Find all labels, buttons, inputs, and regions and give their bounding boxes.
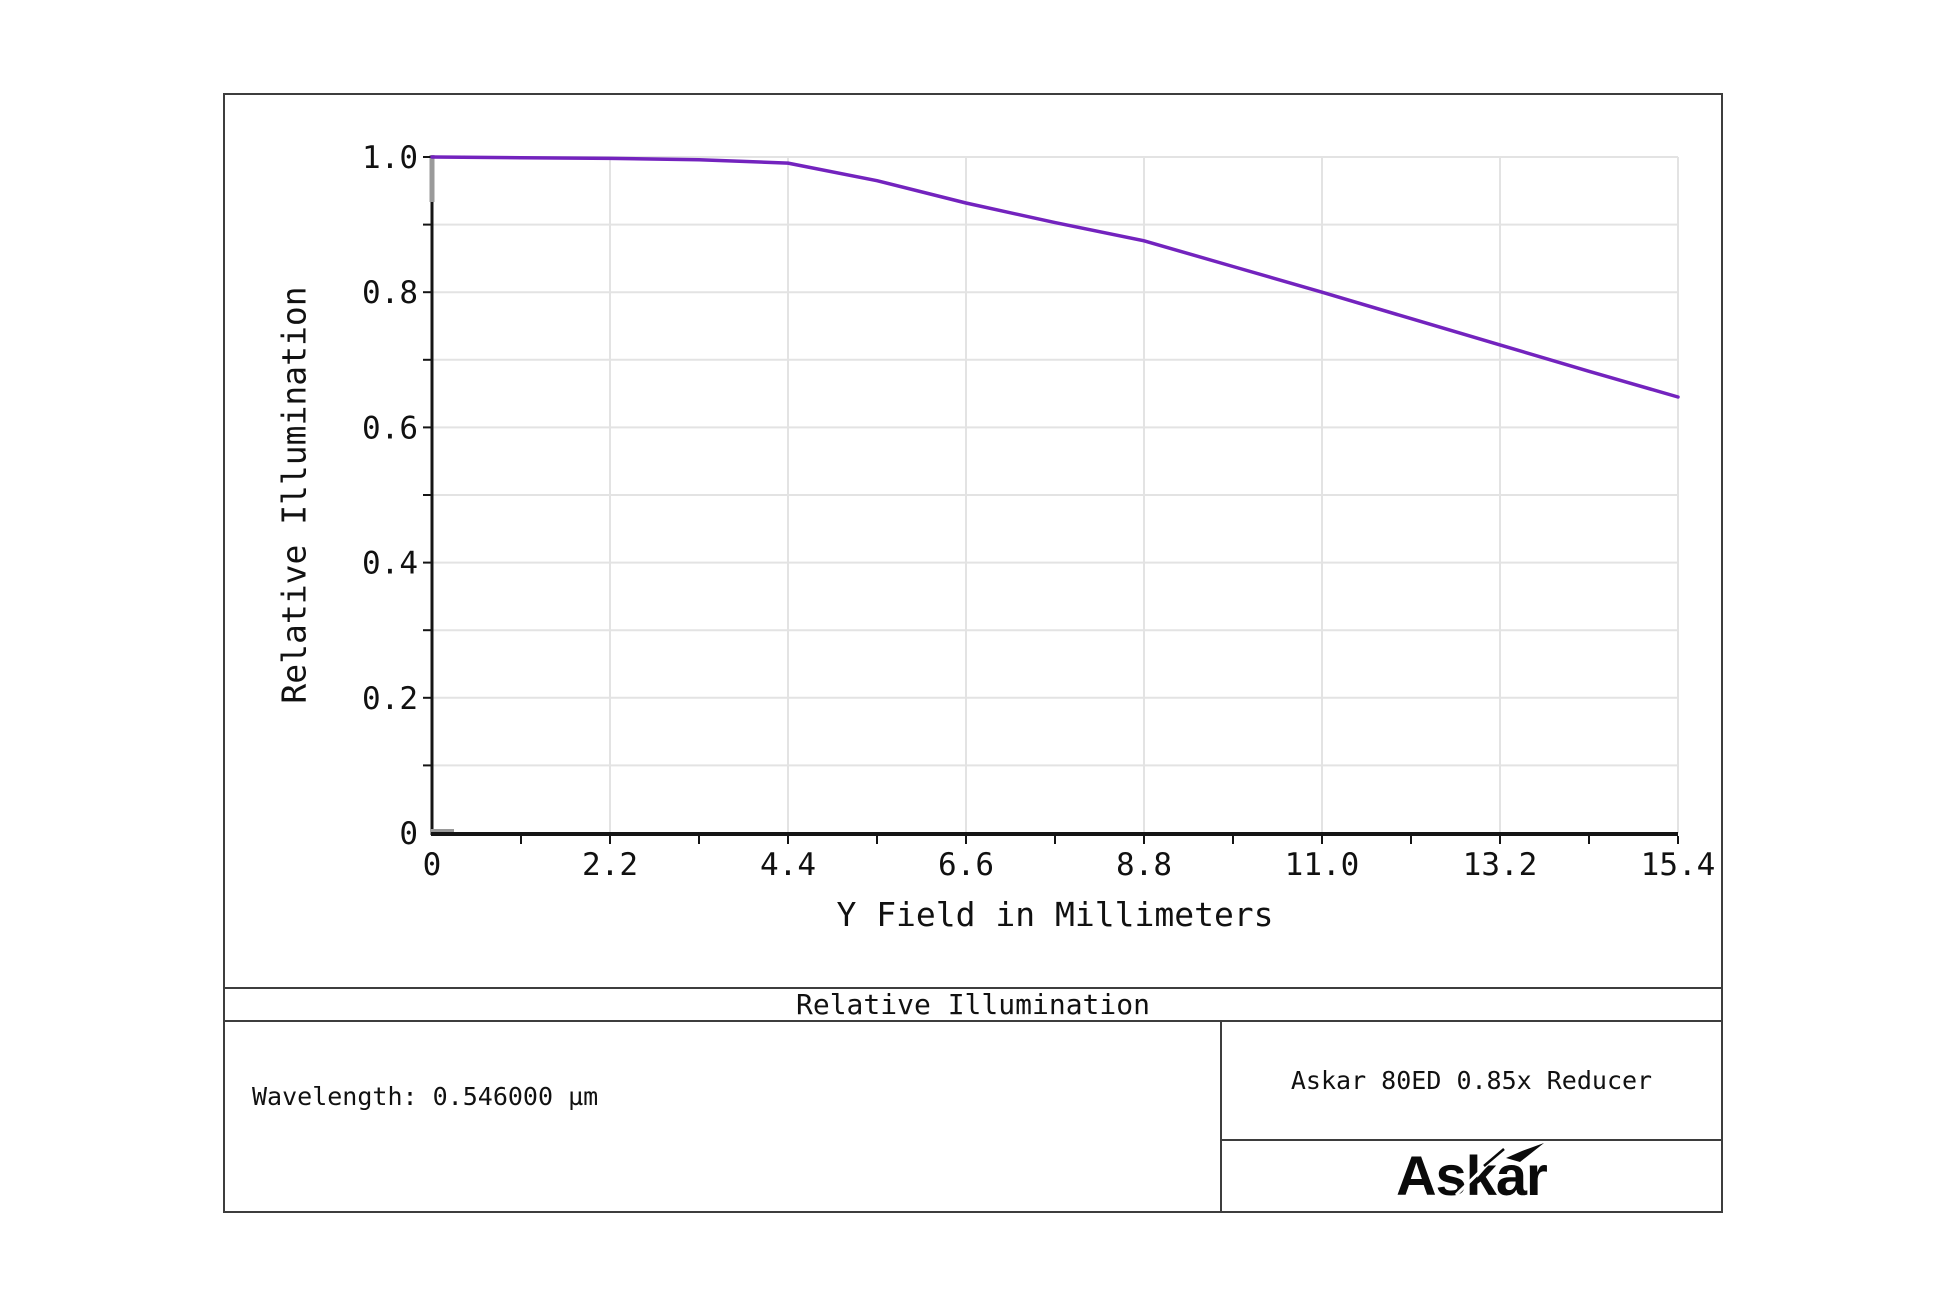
svg-text:0.8: 0.8 <box>362 275 418 311</box>
section-title: Relative Illumination <box>795 988 1150 1021</box>
svg-text:0: 0 <box>423 847 442 883</box>
svg-text:6.6: 6.6 <box>938 847 994 883</box>
svg-text:0.4: 0.4 <box>362 546 418 582</box>
plot-frame: 0 2.2 4.4 6.6 8.8 11.0 13.2 15.4 0 0.2 0.4 0.6 0.8 1.… <box>223 93 1723 1213</box>
vertical-divider <box>1220 1022 1222 1211</box>
svg-text:2.2: 2.2 <box>582 847 638 883</box>
y-axis-title: Relative Illumination <box>274 286 314 704</box>
svg-text:0.6: 0.6 <box>362 410 418 446</box>
wavelength-cell: Wavelength: 0.546000 µm <box>225 1022 1220 1211</box>
svg-text:0: 0 <box>399 816 418 852</box>
wavelength-label: Wavelength: 0.546000 µm <box>252 1082 599 1111</box>
horizontal-divider <box>1222 1139 1721 1141</box>
logo-cell: Askar <box>1222 1141 1721 1211</box>
svg-text:0.2: 0.2 <box>362 681 418 717</box>
product-name: Askar 80ED 0.85x Reducer <box>1290 1066 1653 1095</box>
svg-text:13.2: 13.2 <box>1463 847 1538 883</box>
section-title-bar: Relative Illumination <box>225 987 1721 1022</box>
askar-logo-accent-icon <box>1454 1143 1544 1197</box>
svg-text:15.4: 15.4 <box>1641 847 1716 883</box>
svg-text:4.4: 4.4 <box>760 847 816 883</box>
svg-text:11.0: 11.0 <box>1285 847 1360 883</box>
product-cell: Askar 80ED 0.85x Reducer <box>1222 1022 1721 1139</box>
info-panel: Wavelength: 0.546000 µm Askar 80ED 0.85x… <box>225 1022 1721 1211</box>
svg-text:8.8: 8.8 <box>1116 847 1172 883</box>
relative-illumination-chart: 0 2.2 4.4 6.6 8.8 11.0 13.2 15.4 0 0.2 0.4 0.6 0.8 1.… <box>362 140 1716 883</box>
x-axis-title: Y Field in Millimeters <box>836 895 1274 934</box>
askar-logo: Askar <box>1386 1141 1558 1211</box>
svg-text:1.0: 1.0 <box>362 140 418 176</box>
